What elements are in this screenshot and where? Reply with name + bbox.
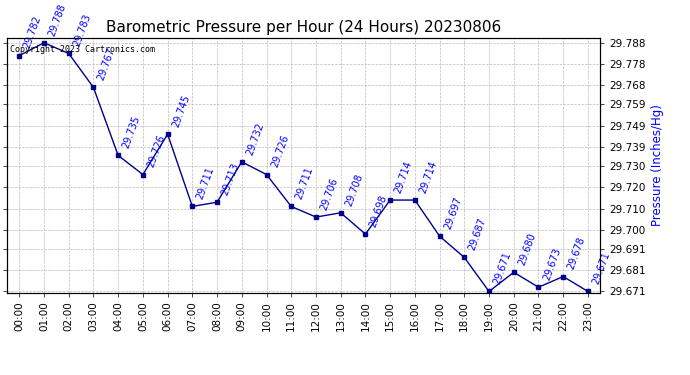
Text: 29.711: 29.711 — [195, 166, 216, 201]
Text: 29.673: 29.673 — [541, 246, 562, 282]
Text: 29.687: 29.687 — [467, 217, 488, 252]
Text: 29.783: 29.783 — [72, 13, 92, 48]
Text: 29.788: 29.788 — [47, 2, 68, 37]
Text: 29.714: 29.714 — [417, 159, 439, 195]
Text: 29.726: 29.726 — [269, 134, 290, 169]
Text: 29.697: 29.697 — [442, 195, 464, 231]
Text: 29.714: 29.714 — [393, 159, 414, 195]
Text: 29.713: 29.713 — [220, 161, 241, 196]
Text: Copyright 2023 Cartronics.com: Copyright 2023 Cartronics.com — [10, 45, 155, 54]
Text: 29.745: 29.745 — [170, 93, 191, 129]
Text: 29.782: 29.782 — [22, 15, 43, 50]
Text: 29.708: 29.708 — [344, 172, 364, 207]
Text: 29.767: 29.767 — [96, 46, 117, 82]
Text: 29.735: 29.735 — [121, 114, 142, 150]
Y-axis label: Pressure (Inches/Hg): Pressure (Inches/Hg) — [651, 104, 664, 226]
Text: 29.706: 29.706 — [319, 176, 339, 212]
Text: 29.678: 29.678 — [566, 236, 587, 271]
Text: 29.711: 29.711 — [294, 166, 315, 201]
Text: 29.698: 29.698 — [368, 194, 389, 228]
Title: Barometric Pressure per Hour (24 Hours) 20230806: Barometric Pressure per Hour (24 Hours) … — [106, 20, 501, 35]
Text: 29.671: 29.671 — [492, 251, 513, 286]
Text: 29.680: 29.680 — [517, 232, 538, 267]
Text: 29.671: 29.671 — [591, 251, 612, 286]
Text: 29.732: 29.732 — [244, 121, 266, 156]
Text: 29.726: 29.726 — [146, 134, 167, 169]
